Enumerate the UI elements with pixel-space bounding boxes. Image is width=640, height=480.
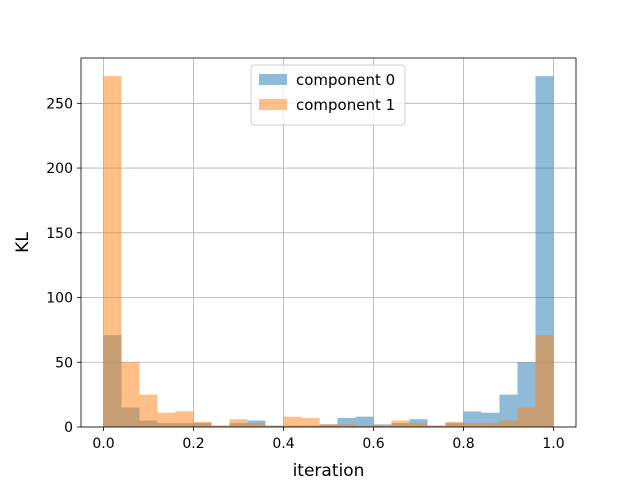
histogram-bars — [103, 76, 554, 427]
bar-series-1-bin-19 — [445, 421, 464, 427]
bar-series-1-bin-13 — [337, 424, 356, 427]
y-tick-label: 50 — [55, 355, 73, 371]
y-axis-label: KL — [13, 232, 33, 253]
legend-swatch-1 — [259, 99, 287, 110]
bar-series-0-bin-14 — [355, 416, 374, 427]
bar-series-1-bin-0 — [103, 76, 122, 427]
plot-frame — [80, 57, 577, 428]
bar-series-1-bin-20 — [463, 423, 482, 427]
bar-series-1-bin-14 — [355, 425, 374, 427]
axis-ticks: 0.0 0.2 0.4 0.6 0.8 1.0 0 50 100 150 200 250 — [46, 96, 564, 452]
legend-label-1: component 1 — [296, 96, 395, 114]
bar-series-1-bin-1 — [121, 362, 140, 427]
y-tick-label: 150 — [46, 226, 73, 242]
bar-series-1-bin-22 — [499, 420, 518, 427]
legend-swatch-0 — [259, 74, 287, 85]
bar-series-1-bin-17 — [409, 423, 428, 427]
bar-series-1-bin-24 — [535, 335, 554, 427]
legend: component 0 component 1 — [250, 64, 406, 126]
bar-series-1-bin-21 — [481, 423, 500, 427]
legend-label-0: component 0 — [296, 71, 395, 89]
bar-series-1-bin-16 — [391, 420, 410, 427]
legend-box — [250, 64, 406, 126]
bar-series-1-bin-23 — [517, 407, 536, 427]
bar-series-0-bin-13 — [337, 417, 356, 427]
y-tick-label: 0 — [64, 420, 73, 436]
y-tick-label: 100 — [46, 291, 73, 307]
x-tick-label: 0.6 — [362, 436, 384, 452]
x-tick-label: 0.2 — [182, 436, 204, 452]
y-tick-label: 250 — [46, 96, 73, 112]
bar-series-1-bin-4 — [175, 411, 194, 427]
bar-series-1-bin-2 — [139, 394, 158, 427]
bar-series-0-bin-22 — [499, 394, 518, 427]
bar-series-1-bin-10 — [283, 416, 302, 427]
bar-series-1-bin-9 — [265, 425, 284, 427]
bar-series-1-bin-6 — [211, 425, 230, 427]
bar-series-1-bin-8 — [247, 423, 266, 427]
y-tick-label: 200 — [46, 161, 73, 177]
x-tick-label: 0.8 — [452, 436, 474, 452]
bar-series-1-bin-11 — [301, 417, 320, 427]
bar-series-1-bin-12 — [319, 424, 338, 427]
bar-series-1-bin-15 — [373, 425, 392, 427]
x-axis-label: iteration — [293, 461, 365, 480]
bar-series-1-bin-5 — [193, 421, 212, 427]
x-tick-label: 0.4 — [272, 436, 294, 452]
bar-series-1-bin-3 — [157, 412, 176, 427]
x-tick-label: 0.0 — [92, 436, 114, 452]
bar-series-1-bin-7 — [229, 419, 248, 427]
x-tick-label: 1.0 — [542, 436, 564, 452]
bar-series-1-bin-18 — [427, 425, 446, 427]
